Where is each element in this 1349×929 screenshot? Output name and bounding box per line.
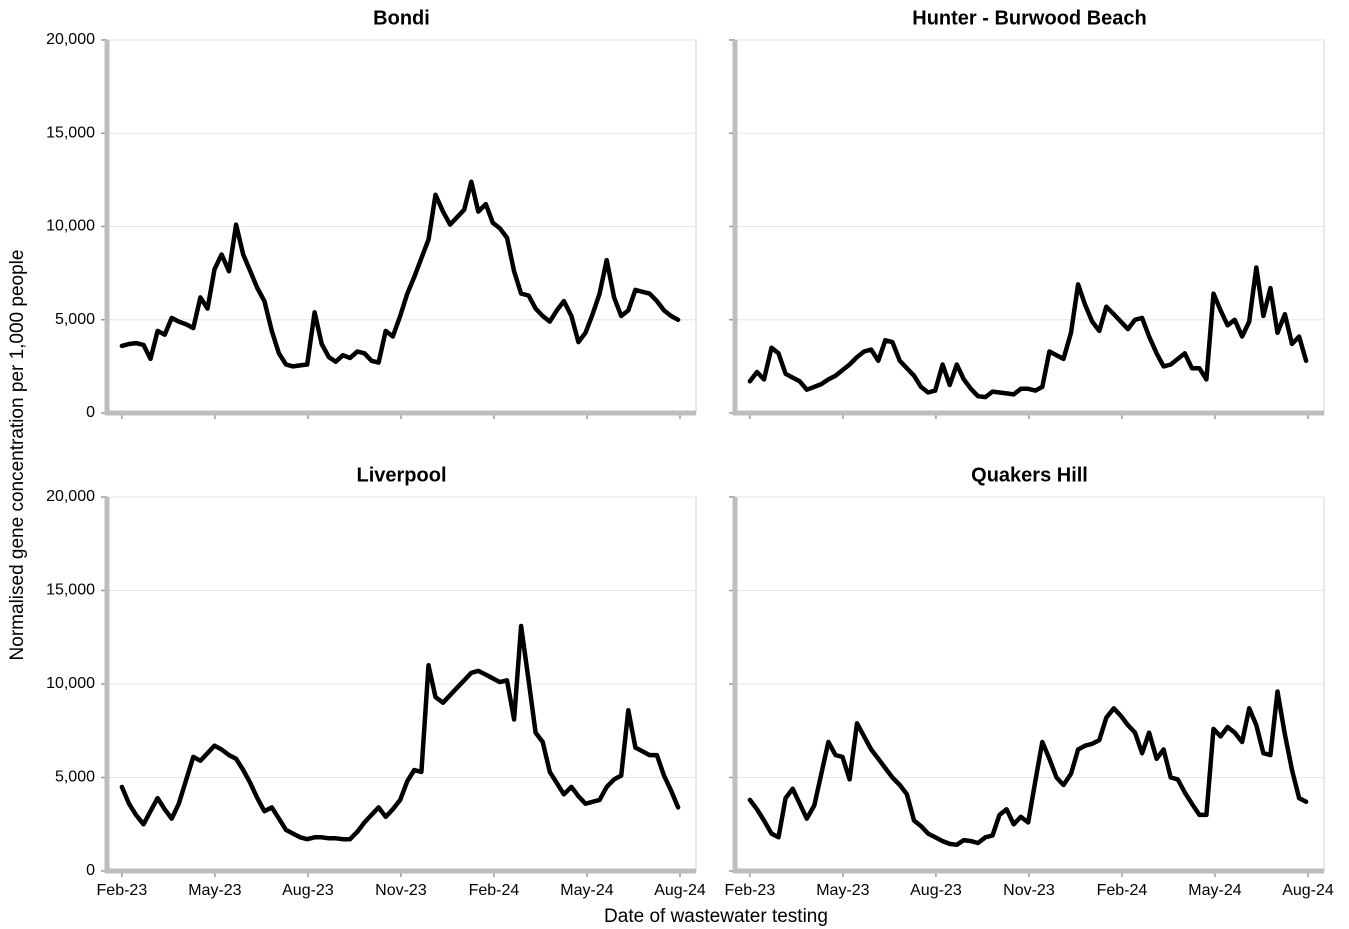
y-tick-label: 15,000 bbox=[46, 124, 95, 141]
y-tick-label: 20,000 bbox=[46, 488, 95, 505]
x-axis-label: Date of wastewater testing bbox=[604, 906, 828, 927]
data-line bbox=[119, 623, 681, 842]
y-tick-label: 0 bbox=[86, 404, 95, 421]
panel-title: Liverpool bbox=[356, 464, 446, 486]
x-tick-label: May-24 bbox=[1188, 882, 1241, 899]
y-tick-label: 10,000 bbox=[46, 218, 95, 235]
data-line bbox=[119, 179, 681, 369]
x-tick-label: May-23 bbox=[188, 882, 241, 899]
x-tick-label: Feb-24 bbox=[1097, 882, 1148, 899]
y-tick-label: 5,000 bbox=[55, 769, 95, 786]
y-tick-label: 0 bbox=[86, 862, 95, 879]
y-tick-label: 5,000 bbox=[55, 311, 95, 328]
data-line bbox=[747, 689, 1309, 848]
x-tick-label: Feb-23 bbox=[97, 882, 148, 899]
y-tick-label: 15,000 bbox=[46, 582, 95, 599]
x-tick-label: Aug-23 bbox=[282, 882, 334, 899]
x-tick-label: May-24 bbox=[560, 882, 613, 899]
x-tick-label: Aug-24 bbox=[654, 882, 706, 899]
x-tick-label: Aug-23 bbox=[910, 882, 962, 899]
x-tick-label: Feb-23 bbox=[725, 882, 776, 899]
panel-title: Hunter - Burwood Beach bbox=[912, 7, 1146, 29]
panel-title: Bondi bbox=[373, 7, 430, 29]
x-tick-label: Nov-23 bbox=[375, 882, 427, 899]
y-tick-label: 20,000 bbox=[46, 31, 95, 48]
x-tick-label: Aug-24 bbox=[1282, 882, 1334, 899]
panel-title: Quakers Hill bbox=[971, 464, 1088, 486]
y-axis-label: Normalised gene concentration per 1,000 … bbox=[7, 250, 28, 661]
x-tick-label: May-23 bbox=[816, 882, 869, 899]
y-tick-label: 10,000 bbox=[46, 675, 95, 692]
x-tick-label: Feb-24 bbox=[469, 882, 520, 899]
x-tick-label: Nov-23 bbox=[1003, 882, 1055, 899]
data-line bbox=[747, 265, 1309, 400]
